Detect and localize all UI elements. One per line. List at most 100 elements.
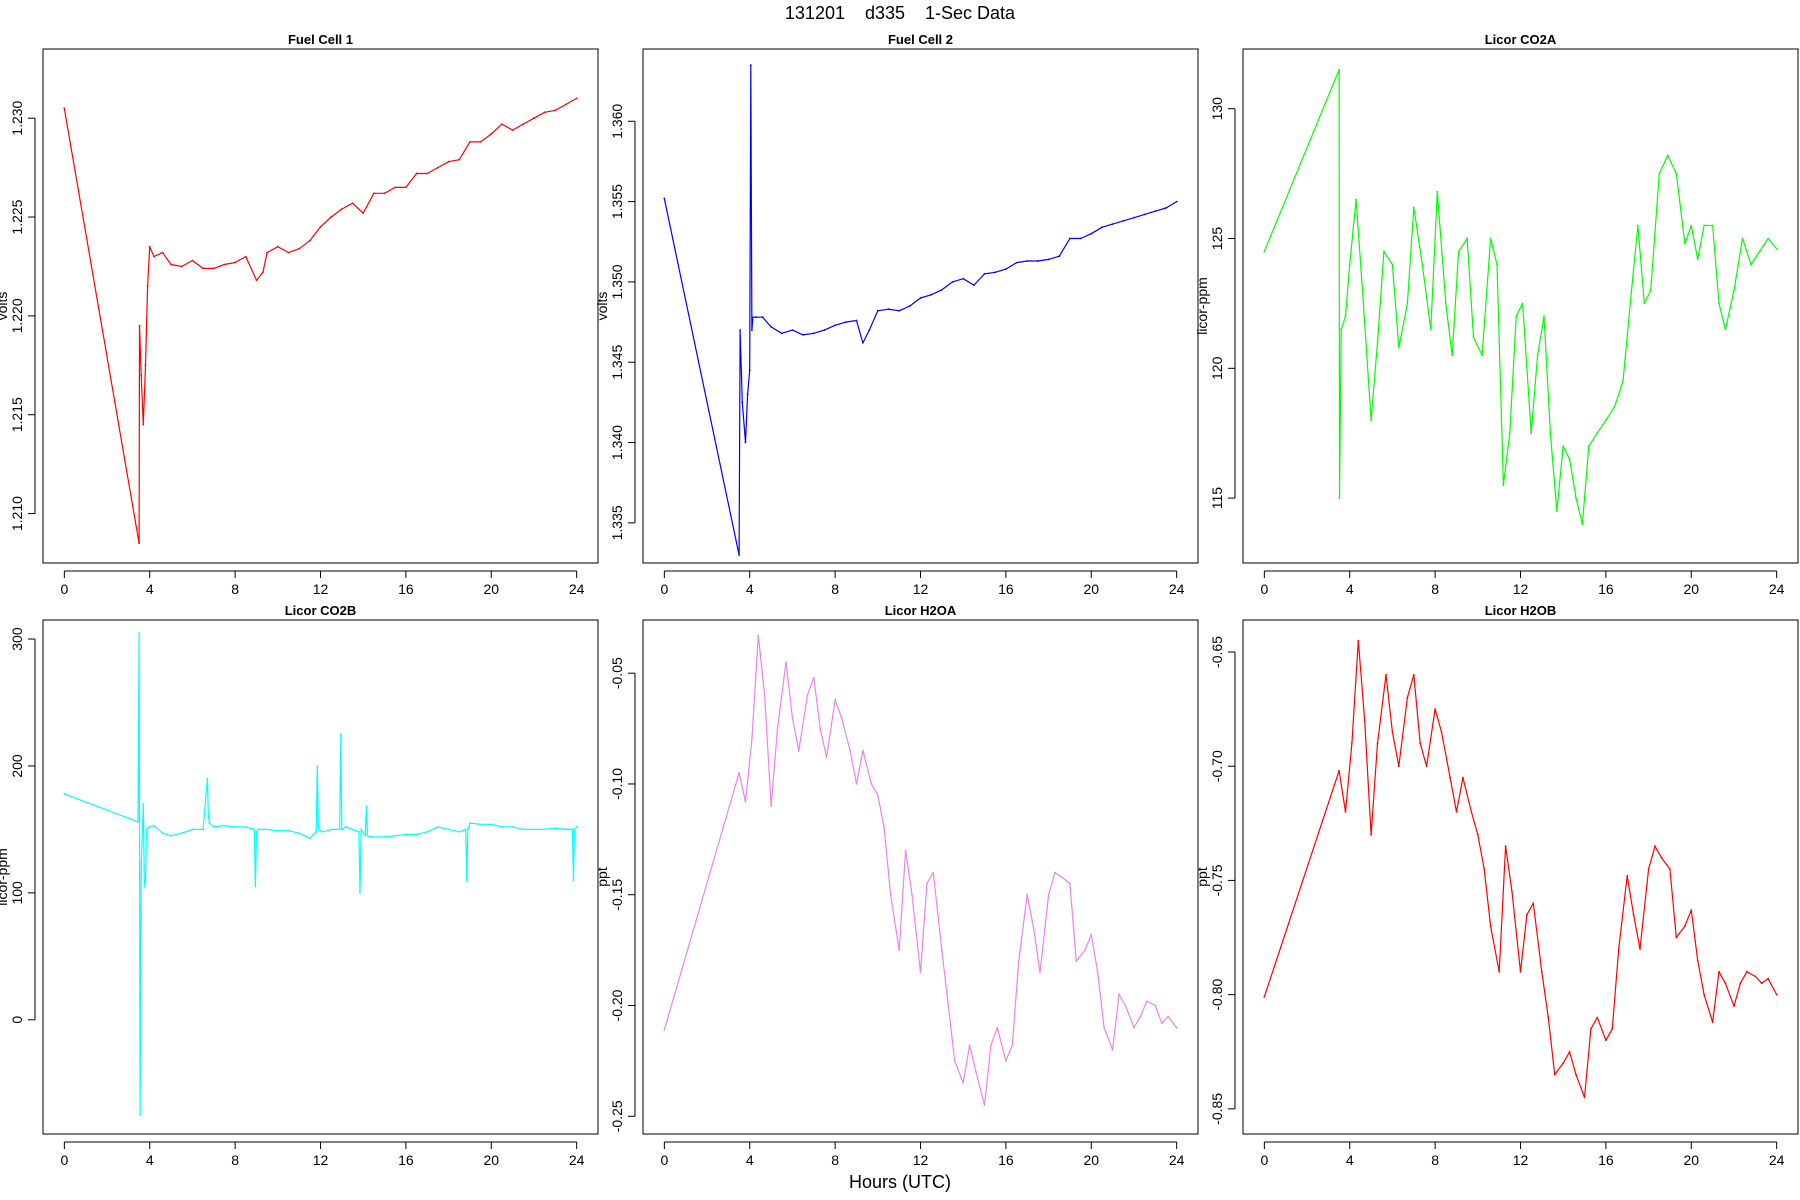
fuel-cell-2-x-tick-label: 20 — [1083, 581, 1099, 597]
fuel-cell-2-y-tick-label: 1.345 — [609, 344, 625, 379]
licor-co2b-data-point — [511, 826, 514, 828]
licor-co2b-data-point — [575, 826, 578, 828]
licor-co2a-data-point — [1370, 419, 1372, 422]
fuel-cell-1-data-point — [490, 133, 493, 135]
licor-co2a-data-point — [1750, 263, 1752, 266]
licor-h2oa-y-tick-label: -0.10 — [609, 768, 625, 800]
licor-co2b-x-tick-label: 20 — [483, 1152, 499, 1168]
fuel-cell-2-y-tick-label: 1.360 — [609, 104, 625, 139]
licor-co2b-data-point — [339, 733, 342, 736]
licor-h2ob-y-tick-label: -0.70 — [1209, 750, 1225, 782]
licor-co2a-data-point — [1630, 289, 1633, 292]
licor-co2b-data-point — [543, 828, 546, 831]
fuel-cell-1-data-point — [146, 285, 149, 288]
licor-co2a-data-point — [1489, 237, 1492, 240]
fuel-cell-2-data-point — [1015, 261, 1018, 264]
licor-h2oa-data-point — [983, 1104, 986, 1107]
licor-h2oa-data-point — [932, 871, 935, 874]
licor-h2oa-data-point — [1154, 1004, 1157, 1007]
licor-h2oa-data-point — [1084, 949, 1086, 951]
licor-co2b-y-tick-label: 100 — [9, 881, 25, 905]
licor-h2oa-data-point — [1026, 893, 1029, 896]
fuel-cell-1-data-point — [287, 251, 290, 254]
licor-co2a-data-point — [1263, 250, 1266, 253]
licor-h2oa-data-point — [855, 783, 858, 785]
licor-co2a-data-point — [1412, 206, 1415, 209]
licor-h2ob-data-point — [1696, 959, 1699, 962]
fuel-cell-1-data-point — [138, 542, 141, 545]
licor-co2b-data-point — [338, 828, 341, 831]
licor-co2a-data-point — [1436, 190, 1439, 193]
licor-co2b-title: Licor CO2B — [285, 603, 357, 618]
licor-co2b-plot-frame — [42, 619, 599, 1135]
licor-co2b-data-point — [466, 828, 469, 831]
fuel-cell-1-data-point — [276, 245, 279, 248]
fuel-cell-1-data-point — [212, 267, 215, 270]
licor-co2a-data-point — [1543, 315, 1545, 318]
licor-h2ob-data-point — [1370, 833, 1372, 836]
licor-co2b-data-point — [321, 831, 324, 833]
fuel-cell-2-data-point — [1005, 268, 1007, 270]
fuel-cell-2-data-point — [1047, 258, 1050, 261]
fuel-cell-2-data-point — [983, 273, 986, 275]
licor-h2oa-data-point — [889, 893, 892, 896]
licor-h2ob-data-point — [1611, 1028, 1614, 1030]
licor-h2ob-data-point — [1532, 902, 1535, 905]
fuel-cell-1-panel: Fuel Cell 1 volts 0 4 8 12 16 20 24 1.210 1.215 1.2… — [0, 32, 599, 597]
licor-h2oa-x-tick-label: 8 — [831, 1152, 839, 1168]
licor-h2ob-data-point — [1568, 1050, 1571, 1053]
licor-h2ob-x-tick-label: 8 — [1431, 1152, 1439, 1168]
licor-co2a-data-point — [1472, 336, 1475, 339]
licor-co2b-data-point — [234, 826, 237, 828]
licor-co2b-data-point — [308, 837, 311, 840]
fuel-cell-2-data-point — [940, 289, 943, 291]
fuel-cell-1-data-point — [383, 192, 386, 195]
licor-co2a-data-point — [1338, 68, 1340, 71]
licor-h2ob-y-tick-label: -0.80 — [1209, 978, 1225, 1010]
licor-co2b-data-point — [359, 892, 361, 894]
fuel-cell-1-x-tick-label: 16 — [398, 581, 414, 597]
licor-h2oa-data-point — [940, 949, 943, 951]
licor-h2oa-data-point — [1133, 1026, 1135, 1029]
licor-h2ob-data-point — [1526, 913, 1528, 916]
fuel-cell-2-data-point — [1090, 232, 1093, 235]
licor-co2a-data-point — [1451, 354, 1454, 357]
licor-co2a-data-point — [1383, 250, 1385, 253]
licor-co2a-data-point — [1515, 315, 1518, 318]
licor-h2oa-data-point — [968, 1044, 971, 1047]
licor-co2b-y-tick-label: 200 — [9, 754, 25, 778]
fuel-cell-2-data-point — [951, 281, 954, 283]
licor-co2b-data-point — [340, 828, 343, 831]
licor-h2ob-data-point — [1739, 982, 1742, 985]
licor-co2b-data-point — [142, 803, 145, 805]
licor-co2a-data-point — [1340, 328, 1343, 331]
licor-h2ob-data-point — [1605, 1039, 1607, 1042]
licor-co2a-panel: Licor CO2A licor-ppm 0 4 8 12 16 20 24 115 120 125 1… — [1194, 32, 1799, 597]
fuel-cell-1-data-point — [373, 192, 375, 195]
licor-co2a-data-point — [1733, 289, 1735, 292]
licor-h2ob-data-point — [1338, 769, 1340, 772]
licor-h2ob-data-point — [1669, 868, 1671, 870]
licor-h2ob-data-point — [1684, 925, 1686, 927]
licor-co2a-data-point — [1637, 224, 1639, 227]
licor-h2oa-data-point — [1103, 1026, 1105, 1029]
licor-co2a-title: Licor CO2A — [1485, 32, 1557, 47]
licor-h2oa-data-point — [876, 794, 879, 796]
fuel-cell-1-x-tick-label: 12 — [313, 581, 329, 597]
licor-h2ob-data-point — [1519, 970, 1522, 973]
licor-co2a-data-point — [1690, 224, 1693, 227]
licor-h2oa-panel: Licor H2OA ppt 0 4 8 12 16 20 24 -0.25 -0.20 -0.15 -… — [594, 603, 1199, 1168]
fuel-cell-1-data-point — [244, 255, 247, 258]
licor-co2a-data-point — [1741, 237, 1744, 240]
fuel-cell-2-data-point — [748, 369, 751, 372]
licor-co2a-data-point — [1391, 263, 1394, 266]
fuel-cell-1-title: Fuel Cell 1 — [288, 32, 353, 47]
fuel-cell-2-panel: Fuel Cell 2 volts 0 4 8 12 16 20 24 1.335 1.340 1.3… — [594, 32, 1199, 597]
licor-co2a-data-point — [1397, 346, 1400, 349]
licor-co2a-data-point — [1481, 354, 1483, 357]
fuel-cell-1-data-point — [533, 117, 535, 120]
licor-h2ob-y-tick-label: -0.75 — [1209, 864, 1225, 896]
licor-h2ob-x-tick-label: 0 — [1260, 1152, 1268, 1168]
fuel-cell-2-y-tick-label: 1.340 — [609, 425, 625, 460]
licor-h2oa-y-tick-label: -0.25 — [609, 1100, 625, 1132]
